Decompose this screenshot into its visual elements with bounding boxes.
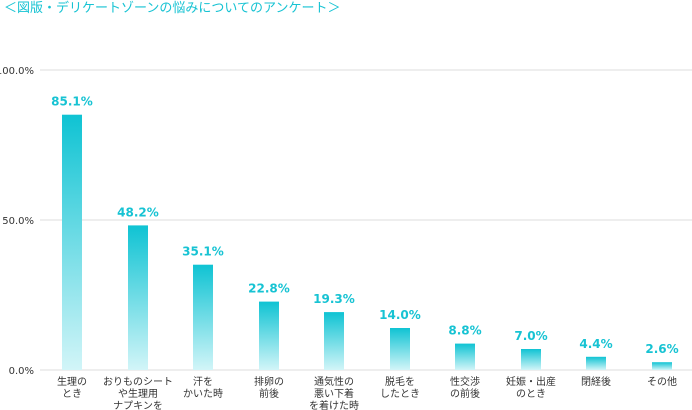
x-tick-label-line: を着けた時 bbox=[309, 399, 359, 410]
data-label: 8.8% bbox=[448, 324, 481, 338]
x-tick-label-line: したとき bbox=[380, 388, 420, 400]
bar bbox=[652, 362, 672, 370]
data-label: 22.8% bbox=[248, 282, 290, 296]
x-tick-label-line: の前後 bbox=[450, 387, 480, 400]
x-tick-label: 閉経後 bbox=[581, 375, 611, 388]
x-tick-label-line: 前後 bbox=[259, 387, 279, 400]
x-tick-label: 通気性の悪い下着を着けた時 bbox=[309, 375, 359, 410]
x-tick-label-line: 汗を bbox=[193, 375, 213, 388]
bar bbox=[521, 349, 541, 370]
x-tick-label: 排卵の前後 bbox=[254, 375, 284, 400]
x-tick-label-line: かいた時 bbox=[183, 388, 223, 400]
x-tick-label-line: その他 bbox=[647, 375, 677, 388]
y-tick-label: 50.0% bbox=[2, 216, 34, 227]
x-tick-label-line: のとき bbox=[516, 388, 546, 400]
x-tick-label-line: とき bbox=[62, 388, 82, 400]
data-label: 7.0% bbox=[514, 329, 547, 343]
bar bbox=[455, 343, 475, 370]
bar bbox=[128, 225, 148, 370]
x-tick-label-line: 脱毛を bbox=[385, 375, 415, 388]
bar bbox=[324, 312, 344, 370]
x-tick-label: おりものシートや生理用ナプキンを bbox=[103, 376, 173, 410]
data-label: 85.1% bbox=[51, 95, 93, 109]
x-tick-label-line: 閉経後 bbox=[581, 375, 611, 388]
x-tick-label: 脱毛をしたとき bbox=[380, 375, 420, 400]
grid-layer bbox=[40, 69, 692, 371]
bar bbox=[62, 114, 82, 370]
y-tick-label: 0.0% bbox=[9, 366, 34, 377]
x-tick-label: 性交渉の前後 bbox=[450, 375, 480, 400]
x-tick-label: 汗をかいた時 bbox=[183, 375, 223, 400]
bar bbox=[390, 328, 410, 370]
data-label: 2.6% bbox=[645, 342, 678, 356]
x-tick-label-line: 妊娠・出産 bbox=[506, 375, 556, 388]
data-label: 48.2% bbox=[117, 205, 159, 219]
chart-title: ＜図版・デリケートゾーンの悩みについてのアンケート＞ bbox=[4, 1, 341, 16]
x-tick-label-line: ナプキンを bbox=[113, 400, 163, 410]
bar bbox=[193, 264, 213, 370]
x-tick-label-line: 生理の bbox=[57, 375, 87, 388]
data-label: 4.4% bbox=[579, 337, 612, 351]
x-tick-label-line: おりものシート bbox=[103, 376, 173, 388]
data-label: 19.3% bbox=[313, 292, 355, 306]
x-tick-label-line: 性交渉 bbox=[450, 375, 480, 388]
bar-layer bbox=[62, 114, 672, 370]
bar bbox=[586, 356, 606, 370]
x-tick-label-line: や生理用 bbox=[118, 387, 158, 400]
x-tick-label: 生理のとき bbox=[57, 375, 87, 400]
x-tick-label-line: 悪い下着 bbox=[314, 387, 354, 400]
x-tick-label: 妊娠・出産のとき bbox=[506, 375, 556, 400]
bar bbox=[259, 301, 279, 370]
x-tick-label: その他 bbox=[647, 375, 677, 388]
label-layer: 0.0% 50.0% 100.0% 85.1% 生理のとき 48.2% おりものシートや生理… bbox=[0, 66, 679, 410]
y-tick-label: 100.0% bbox=[0, 66, 34, 77]
x-tick-label-line: 排卵の bbox=[254, 375, 284, 388]
data-label: 35.1% bbox=[182, 245, 224, 259]
x-tick-label-line: 通気性の bbox=[314, 375, 354, 388]
data-label: 14.0% bbox=[379, 308, 421, 322]
